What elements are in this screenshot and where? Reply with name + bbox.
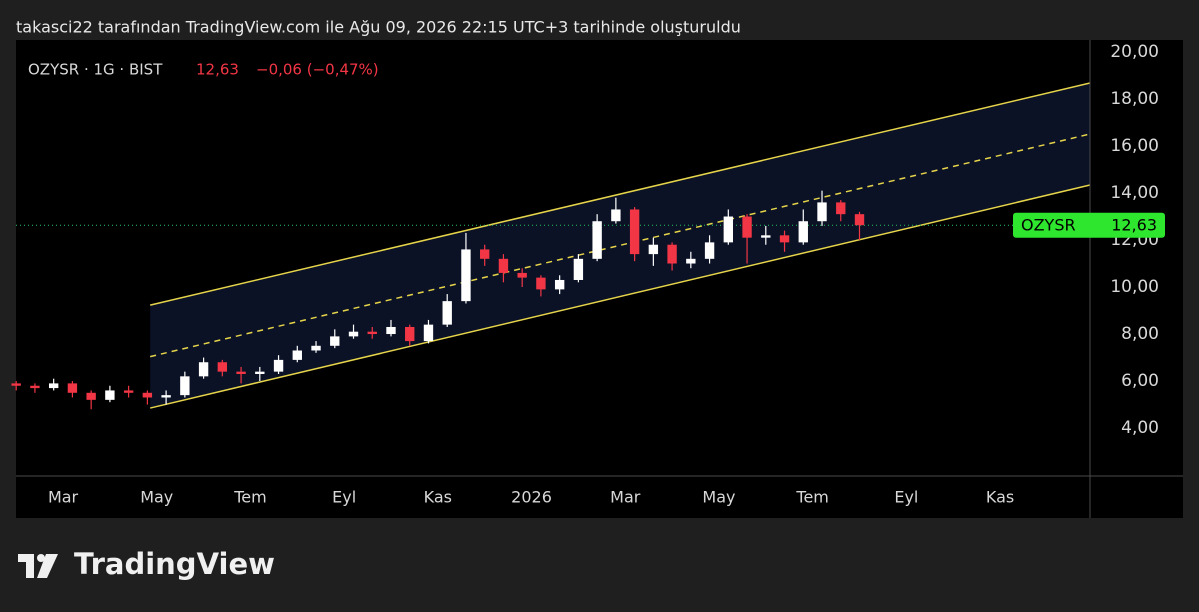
candle-body xyxy=(217,362,228,372)
candle-body xyxy=(498,258,509,273)
channel-line xyxy=(150,133,1091,358)
y-tick-label: 14,00 xyxy=(1110,183,1159,203)
candle-body xyxy=(573,258,584,280)
logo xyxy=(18,554,58,578)
candle-body xyxy=(236,371,246,374)
y-tick-label: 18,00 xyxy=(1110,89,1159,109)
candle-body xyxy=(461,249,471,302)
candle-body xyxy=(442,301,452,325)
x-tick-label: Tem xyxy=(795,488,828,507)
price-label-symbol: OZYSR xyxy=(1021,216,1076,235)
x-tick-label: Mar xyxy=(610,488,641,507)
candle-body xyxy=(311,345,321,351)
candle-body xyxy=(142,392,153,398)
channel-fill xyxy=(150,83,1091,409)
plot xyxy=(11,82,1091,410)
candle-body xyxy=(836,202,846,215)
candle-body xyxy=(330,336,340,346)
y-tick-label: 6,00 xyxy=(1121,371,1159,391)
candle-body xyxy=(367,331,377,335)
candle-body xyxy=(704,242,715,259)
candle-body xyxy=(105,390,115,400)
candle-body xyxy=(480,249,490,259)
y-tick-label: 4,00 xyxy=(1121,418,1159,438)
candle-body xyxy=(592,221,602,259)
candle-body xyxy=(292,350,302,360)
legend-price: 12,63 xyxy=(196,61,239,79)
x-tick-label: Eyl xyxy=(332,488,356,507)
y-tick-label: 16,00 xyxy=(1110,136,1159,156)
candle-body xyxy=(854,214,865,226)
candle-body xyxy=(798,221,808,243)
candle-body xyxy=(611,209,621,222)
candle-body xyxy=(405,326,415,342)
candle-body xyxy=(686,258,696,264)
x-tick-label: Tem xyxy=(233,488,266,507)
candle-body xyxy=(554,279,565,290)
legend-change: −0,06 (−0,47%) xyxy=(256,61,379,79)
candle-body xyxy=(11,383,21,386)
legend-symbol: OZYSR · 1G · BIST xyxy=(28,61,163,79)
x-tick-label: 2026 xyxy=(511,488,552,507)
candle-body xyxy=(180,376,190,396)
header: takasci22 tarafından TradingView.com ile… xyxy=(16,18,741,37)
y-tick-label: 8,00 xyxy=(1121,324,1159,344)
candle-body xyxy=(667,244,677,264)
x-tick-label: Eyl xyxy=(894,488,918,507)
price-label-box xyxy=(1013,212,1165,238)
channel-line xyxy=(150,82,1091,306)
candle-body xyxy=(423,324,434,342)
candle-body xyxy=(86,392,96,400)
candle-body xyxy=(48,383,59,389)
candle-body xyxy=(30,385,40,389)
x-tick-label: Kas xyxy=(424,488,452,507)
candle-body xyxy=(198,362,209,377)
candle-body xyxy=(161,395,171,398)
candle-body xyxy=(123,390,134,393)
candle-body xyxy=(273,359,284,372)
candle-body xyxy=(648,244,659,255)
x-tick-label: Kas xyxy=(986,488,1014,507)
candle-body xyxy=(348,331,359,337)
y-tick-label: 20,00 xyxy=(1110,42,1159,62)
x-tick-label: May xyxy=(140,488,173,507)
x-tick-label: May xyxy=(702,488,735,507)
candle-body xyxy=(629,209,640,255)
x-tick-label: Mar xyxy=(48,488,79,507)
candle-body xyxy=(67,383,78,393)
candle-body xyxy=(723,216,733,243)
candle-body xyxy=(536,277,546,290)
price-label-value: 12,63 xyxy=(1111,216,1157,235)
candle-body xyxy=(742,216,752,238)
candle-body xyxy=(386,326,396,335)
brand: TradingView xyxy=(74,547,275,581)
candle-body xyxy=(779,235,790,243)
candle-body xyxy=(817,202,827,222)
y-tick-label: 10,00 xyxy=(1110,277,1159,297)
candle-body xyxy=(761,235,771,238)
channel-line xyxy=(150,184,1091,409)
candle-body xyxy=(255,371,265,374)
candle-body xyxy=(517,272,527,278)
